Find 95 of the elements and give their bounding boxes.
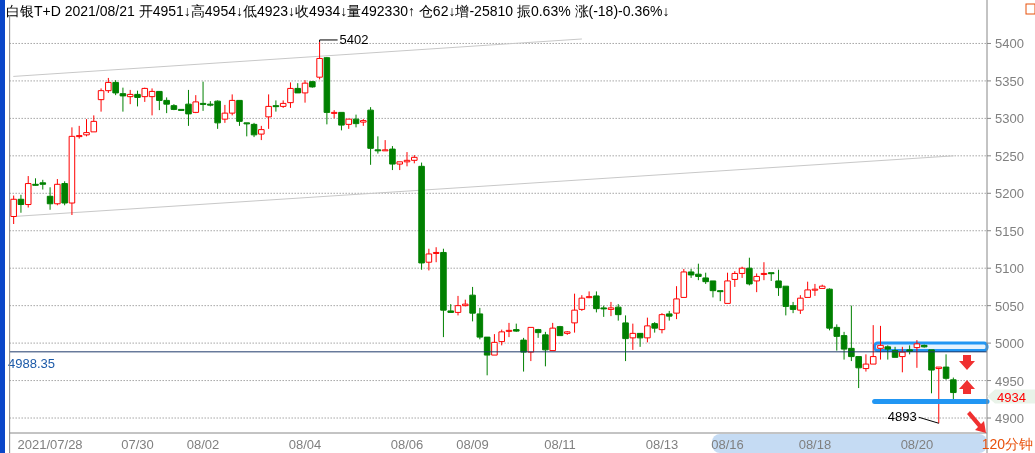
candlestick xyxy=(301,79,309,104)
candlestick xyxy=(950,377,957,402)
chart-title: 白银T+D 2021/08/21 开4951↓高4954↓低4923↓收4934↓量492330↑ 仓62↓增-25810 振0.63% 涨(-18)-0.36%↓ xyxy=(6,3,670,19)
candlestick xyxy=(258,125,265,141)
candlestick xyxy=(818,284,826,289)
candlestick xyxy=(46,186,54,211)
candlestick xyxy=(10,195,17,225)
y-tick-label: 4900 xyxy=(995,411,1024,427)
candlestick xyxy=(534,328,542,339)
candlestick xyxy=(622,314,629,362)
candlestick xyxy=(607,301,615,317)
candlestick xyxy=(549,322,556,352)
candlestick xyxy=(17,194,25,214)
candlestick xyxy=(512,323,520,333)
text: 4934 xyxy=(997,389,1026,405)
x-tick-label: 08/20 xyxy=(900,437,934,452)
candlestick xyxy=(636,332,644,348)
candlestick xyxy=(418,162,425,271)
x-tick-label: 08/04 xyxy=(288,437,322,452)
candlestick xyxy=(330,109,338,119)
candlestick xyxy=(767,272,775,282)
candlestick xyxy=(651,321,658,334)
candlestick xyxy=(877,325,884,361)
candlestick xyxy=(585,290,593,299)
y-tick-label: 5150 xyxy=(995,223,1024,239)
candlestick xyxy=(527,326,535,362)
candlestick xyxy=(760,261,768,281)
candlestick xyxy=(338,111,345,131)
candlestick xyxy=(54,178,61,206)
candlestick xyxy=(345,118,353,130)
candlestick xyxy=(644,317,651,343)
candlestick xyxy=(389,145,396,171)
candlestick xyxy=(352,114,360,128)
candlestick xyxy=(614,303,622,322)
candlestick xyxy=(884,344,892,361)
x-tick-label: 08/02 xyxy=(186,437,220,452)
candlestick xyxy=(542,331,549,367)
y-tick-label: 5200 xyxy=(995,186,1024,202)
candlestick xyxy=(629,323,637,351)
candlestick xyxy=(374,135,382,155)
candlestick xyxy=(673,285,680,320)
candlestick xyxy=(287,81,294,109)
ref-line-label: 4988.35 xyxy=(8,355,55,371)
candlestick xyxy=(665,310,673,322)
candlestick xyxy=(272,99,280,113)
x-tick-label: 08/18 xyxy=(798,437,832,452)
candlestick xyxy=(942,353,950,381)
x-tick-label: 08/13 xyxy=(645,437,679,452)
candlestick xyxy=(265,93,272,130)
candlestick xyxy=(928,349,935,394)
candlestick xyxy=(797,294,804,315)
candlestick xyxy=(192,94,200,114)
candlestick xyxy=(935,366,943,424)
candlestick xyxy=(381,139,389,152)
y-tick-label: 5000 xyxy=(995,336,1024,352)
candlestick xyxy=(126,89,134,105)
candlestick xyxy=(294,82,302,94)
x-tick-label: 2021/07/28 xyxy=(17,437,83,452)
x-tick-label: 08/06 xyxy=(390,437,424,452)
x-tick-label: 08/16 xyxy=(711,437,744,452)
candlestick xyxy=(367,106,374,166)
x-tick-label: 08/09 xyxy=(456,437,489,452)
candlestick xyxy=(360,118,367,127)
candlestick xyxy=(658,312,666,334)
candlestick xyxy=(279,99,287,109)
candlestick xyxy=(680,268,688,298)
candlestick xyxy=(134,90,141,107)
y-tick-label: 4950 xyxy=(995,373,1024,389)
y-tick-label: 5100 xyxy=(995,261,1024,277)
candlestick xyxy=(556,325,564,337)
y-tick-label: 5250 xyxy=(995,148,1024,164)
candlestick xyxy=(520,337,527,373)
text: 120分钟 xyxy=(981,436,1033,452)
candlestick xyxy=(920,344,928,349)
candlestick xyxy=(491,333,498,356)
y-tick-label: 5300 xyxy=(995,111,1024,127)
annotation: 4893 xyxy=(887,409,917,425)
y-tick-label: 5400 xyxy=(995,36,1024,52)
candlestick xyxy=(316,41,323,80)
candlestick xyxy=(724,272,731,304)
candlestick xyxy=(61,180,68,206)
candlestick xyxy=(899,346,906,373)
candlestick xyxy=(563,330,571,336)
y-tick-label: 5350 xyxy=(995,73,1024,89)
annotation: 5402 xyxy=(339,31,369,47)
x-tick-label: 07/30 xyxy=(121,437,154,452)
candlestick xyxy=(913,339,921,369)
y-tick-label: 5050 xyxy=(995,298,1024,314)
candlestick xyxy=(24,175,32,209)
candlestick xyxy=(309,80,316,89)
candlestick xyxy=(323,56,331,125)
candlestick xyxy=(746,257,753,286)
candlestick xyxy=(753,272,760,293)
candlestick xyxy=(236,99,243,127)
x-tick-label: 08/11 xyxy=(544,437,576,452)
